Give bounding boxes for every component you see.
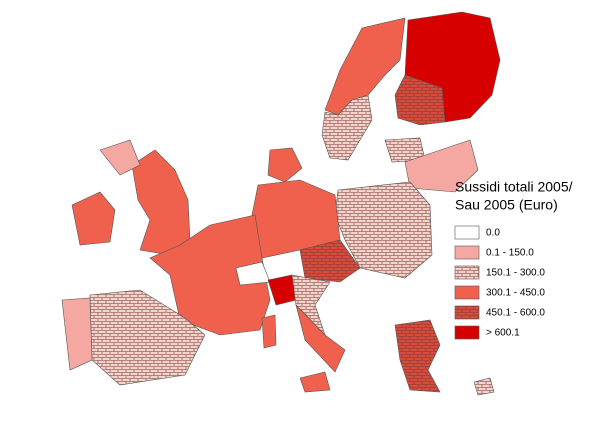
region — [61, 297, 93, 371]
legend-label: 300.1 - 450.0 — [486, 288, 545, 299]
region — [99, 139, 141, 176]
legend-swatch — [454, 225, 480, 240]
region — [299, 239, 361, 283]
region — [131, 149, 191, 256]
regions — [61, 11, 501, 396]
region — [267, 147, 303, 183]
region — [321, 94, 373, 161]
legend: Sussidi totali 2005/Sau 2005 (Euro) 0.0 0.… — [454, 179, 573, 340]
legend-label: 0.1 - 150.0 — [486, 248, 534, 259]
region — [89, 289, 206, 386]
region — [291, 274, 331, 336]
region — [473, 377, 495, 396]
region — [394, 74, 446, 126]
region — [261, 314, 277, 349]
legend-label: 450.1 - 600.0 — [486, 308, 545, 319]
legend-swatch — [454, 265, 480, 280]
legend-swatch — [454, 325, 480, 340]
region — [149, 214, 271, 336]
legend-label: > 600.1 — [486, 328, 520, 339]
legend-swatch — [454, 245, 480, 260]
region — [299, 371, 331, 393]
region — [295, 303, 346, 373]
legend-title: Sau 2005 (Euro) — [455, 197, 558, 213]
legend-label: 150.1 - 300.0 — [486, 268, 545, 279]
legend-label: 0.0 — [486, 228, 500, 239]
legend-swatch — [454, 285, 480, 300]
region — [394, 319, 441, 393]
region — [267, 274, 297, 306]
legend-title: Sussidi totali 2005/ — [455, 179, 573, 195]
legend-swatch — [454, 305, 480, 320]
region — [71, 191, 116, 246]
